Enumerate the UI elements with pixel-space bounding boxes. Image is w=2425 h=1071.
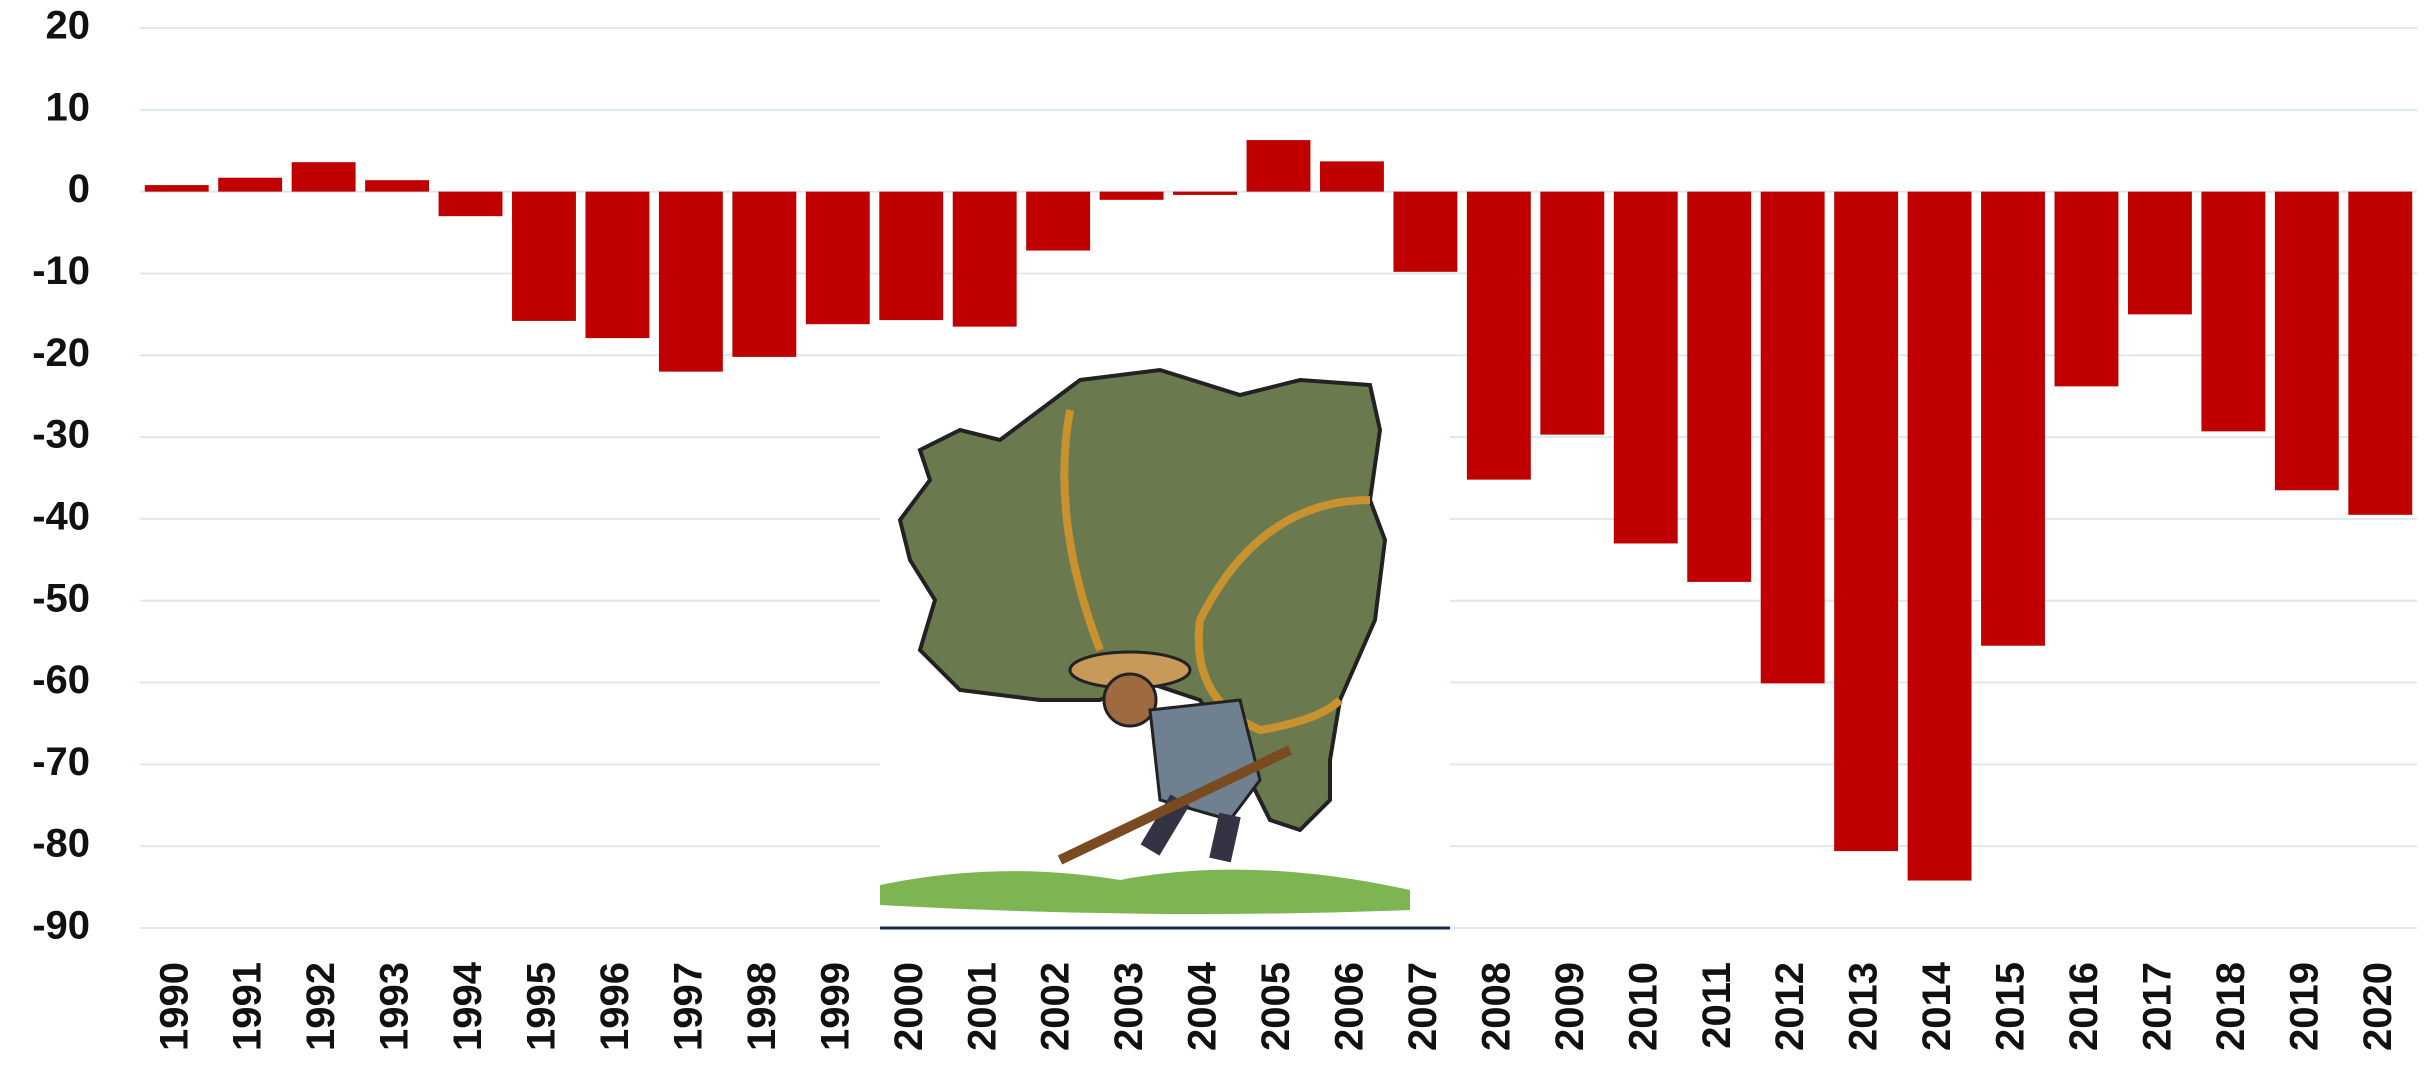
x-tick-label: 1995 — [520, 962, 564, 1051]
bar — [512, 191, 576, 321]
x-tick-label: 1999 — [813, 962, 857, 1051]
bar — [2348, 191, 2413, 515]
bar — [1466, 191, 1531, 480]
bar — [438, 191, 503, 217]
y-tick-label: -80 — [32, 822, 90, 866]
bar — [1687, 191, 1752, 582]
y-tick-label: -90 — [32, 904, 90, 948]
cartoon-illustration — [880, 360, 1450, 930]
bar — [1246, 140, 1311, 192]
bar — [1613, 191, 1678, 544]
bar — [365, 180, 430, 192]
bar — [805, 191, 870, 325]
x-tick-label: 1993 — [373, 962, 417, 1051]
x-tick-label: 1994 — [446, 961, 490, 1051]
x-tick-label: 2018 — [2209, 962, 2253, 1051]
x-tick-label: 2008 — [1474, 962, 1518, 1051]
y-tick-label: -20 — [32, 331, 90, 375]
y-tick-label: -50 — [32, 576, 90, 620]
bar — [952, 191, 1017, 327]
x-tick-label: 2014 — [1915, 961, 1959, 1051]
bar — [144, 185, 209, 192]
bar — [2274, 191, 2339, 491]
bar — [291, 162, 356, 192]
x-tick-label: 2019 — [2282, 962, 2326, 1051]
x-tick-label: 1992 — [299, 962, 343, 1051]
y-tick-label: -70 — [32, 740, 90, 784]
y-tick-label: 20 — [46, 4, 91, 48]
bar — [585, 191, 650, 339]
bar — [732, 191, 797, 357]
y-tick-label: 10 — [46, 85, 91, 129]
bars — [144, 140, 2413, 881]
bar — [879, 191, 944, 321]
x-tick-label: 1991 — [226, 962, 270, 1051]
bar — [1834, 191, 1899, 852]
x-tick-label: 2003 — [1107, 962, 1151, 1051]
bar — [658, 191, 723, 372]
x-tick-label: 1996 — [593, 962, 637, 1051]
x-tick-label: 2013 — [1842, 962, 1886, 1051]
x-tick-label: 2015 — [1989, 962, 2033, 1051]
bar — [1099, 191, 1164, 200]
bar — [1760, 191, 1825, 684]
bar — [1320, 161, 1384, 192]
x-tick-label: 2009 — [1548, 962, 1592, 1051]
x-tick-label: 1990 — [152, 962, 196, 1051]
x-tick-label: 2005 — [1254, 962, 1298, 1051]
x-tick-label: 2004 — [1181, 961, 1225, 1051]
bar — [2054, 191, 2119, 387]
bar — [1981, 191, 2045, 646]
bar — [1907, 191, 1972, 881]
y-tick-label: -30 — [32, 413, 90, 457]
y-tick-label: -60 — [32, 658, 90, 702]
y-tick-label: 0 — [68, 167, 90, 211]
x-tick-label: 2020 — [2356, 962, 2400, 1051]
x-tick-label: 2010 — [1621, 962, 1665, 1051]
bar — [1540, 191, 1605, 435]
x-tick-label: 2011 — [1695, 962, 1739, 1049]
x-tick-label: 2001 — [960, 962, 1004, 1051]
bar — [1026, 191, 1091, 251]
x-tick-label: 2012 — [1768, 962, 1812, 1051]
x-tick-label: 2006 — [1328, 962, 1372, 1051]
bar — [218, 177, 283, 192]
bar — [2201, 191, 2266, 432]
x-tick-label: 2017 — [2135, 962, 2179, 1051]
bar — [2127, 191, 2192, 315]
x-tick-label: 2007 — [1401, 962, 1445, 1051]
y-tick-label: -10 — [32, 249, 90, 293]
bar — [1393, 191, 1458, 272]
x-tick-label: 1998 — [740, 962, 784, 1051]
x-tick-label: 1997 — [666, 962, 710, 1051]
bar — [1173, 191, 1237, 195]
x-tick-label: 2000 — [887, 962, 931, 1051]
y-tick-label: -40 — [32, 494, 90, 538]
x-tick-label: 2016 — [2062, 962, 2106, 1051]
x-tick-label: 2002 — [1034, 962, 1078, 1051]
